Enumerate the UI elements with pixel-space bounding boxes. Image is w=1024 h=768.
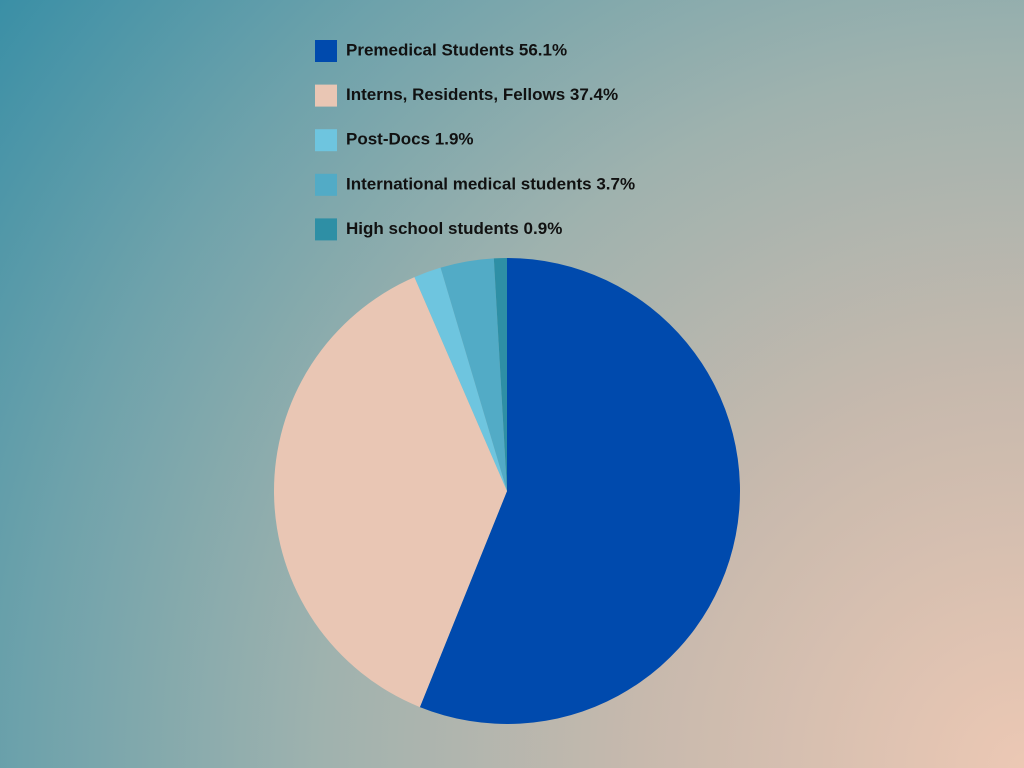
pie-slice bbox=[493, 258, 507, 491]
pie-slice bbox=[273, 277, 507, 708]
legend-label: Post-Docs 1.9% bbox=[346, 130, 474, 149]
pie-slice bbox=[440, 258, 507, 491]
legend-swatch bbox=[315, 129, 337, 152]
pie-slice bbox=[414, 267, 507, 491]
legend-label: International medical students 3.7% bbox=[346, 174, 635, 193]
legend-label: High school students 0.9% bbox=[346, 219, 562, 238]
legend-label: Premedical Students 56.1% bbox=[346, 40, 567, 59]
pie-slice bbox=[419, 258, 740, 724]
legend-swatch bbox=[315, 84, 337, 107]
legend-label: Interns, Residents, Fellows 37.4% bbox=[346, 85, 618, 104]
legend-swatch bbox=[315, 40, 337, 62]
legend-swatch bbox=[315, 173, 337, 196]
legend-swatch bbox=[315, 218, 337, 241]
